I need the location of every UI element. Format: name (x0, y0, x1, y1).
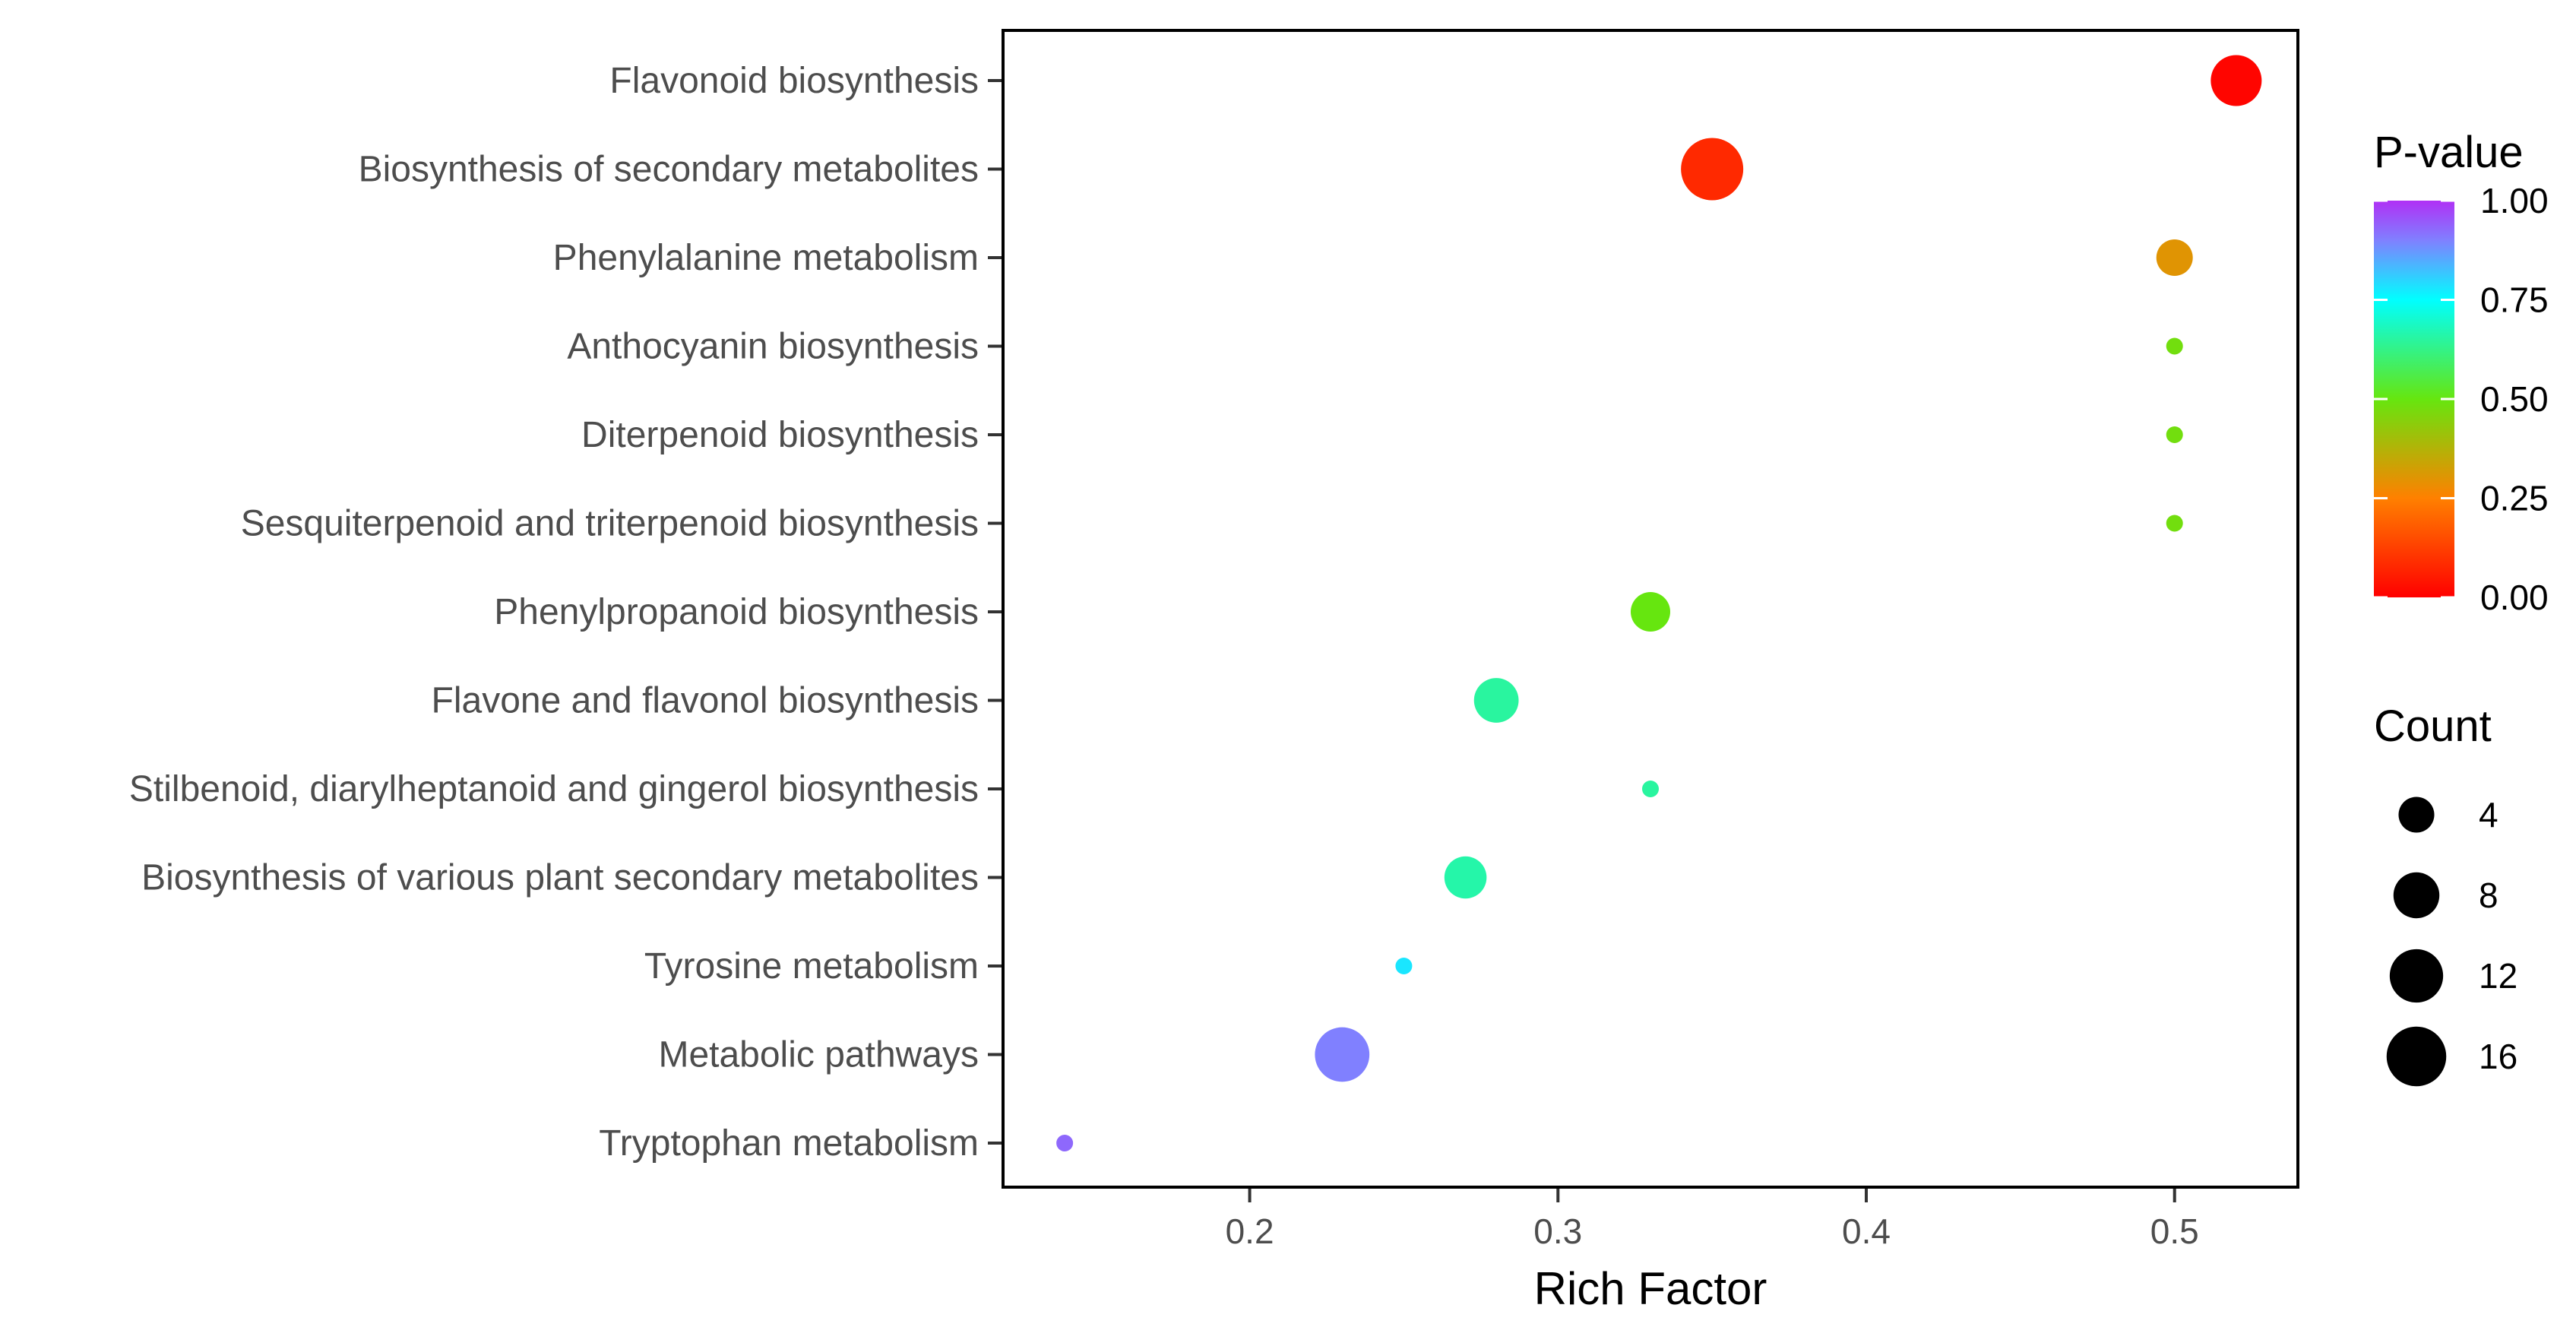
data-point (1056, 1135, 1074, 1151)
count-legend-keys: 4 8 12 16 (2386, 795, 2517, 1087)
x-axis: 0.2 0.3 0.4 0.5 (1226, 1187, 2199, 1251)
data-point (1681, 138, 1744, 201)
count-legend-label: 4 (2479, 795, 2498, 835)
data-point (1444, 856, 1487, 899)
data-point (1395, 958, 1413, 974)
x-tick-label: 0.5 (2150, 1211, 2199, 1251)
count-legend-label: 12 (2479, 956, 2517, 996)
count-legend-key (2386, 1026, 2447, 1087)
y-tick-label: Phenylpropanoid biosynthesis (494, 592, 979, 632)
p-value-legend: P-value 1.00 0.75 0.50 0.25 0.00 (2374, 128, 2549, 617)
count-legend: Count 4 8 12 16 (2374, 702, 2517, 1087)
y-tick-label: Metabolic pathways (658, 1035, 979, 1075)
y-tick-label: Biosynthesis of various plant secondary … (141, 858, 979, 898)
count-legend-key (2398, 797, 2435, 833)
colorbar-tick-label: 0.75 (2480, 280, 2549, 320)
data-point (1631, 592, 1670, 632)
count-legend-title: Count (2374, 702, 2492, 751)
data-point (1473, 678, 1519, 723)
x-axis-title: Rich Factor (1534, 1263, 1767, 1314)
y-tick-label: Anthocyanin biosynthesis (567, 327, 979, 367)
y-axis-labels: Flavonoid biosynthesis Biosynthesis of se… (129, 61, 979, 1164)
y-tick-label: Tryptophan metabolism (599, 1123, 979, 1164)
data-point (2166, 337, 2183, 355)
data-point (1315, 1027, 1370, 1082)
plot-panel (1002, 29, 2299, 1189)
colorbar-ticks: 1.00 0.75 0.50 0.25 0.00 (2374, 181, 2549, 617)
colorbar-tick-label: 0.25 (2480, 479, 2549, 518)
y-tick-label: Biosynthesis of secondary metabolites (359, 150, 979, 190)
x-tick-label: 0.3 (1533, 1211, 1582, 1251)
data-points (1056, 55, 2262, 1151)
p-value-legend-title: P-value (2374, 128, 2524, 177)
y-tick-label: Flavonoid biosynthesis (609, 61, 979, 101)
colorbar-tick-label: 0.00 (2480, 578, 2549, 617)
y-tick-label: Tyrosine metabolism (644, 946, 979, 987)
count-legend-label: 16 (2479, 1037, 2517, 1076)
x-tick-label: 0.4 (1842, 1211, 1891, 1251)
data-point (2166, 515, 2183, 532)
data-point (2210, 55, 2262, 106)
count-legend-key (2393, 872, 2440, 919)
colorbar-tick-label: 1.00 (2480, 181, 2549, 220)
y-tick-label: Diterpenoid biosynthesis (581, 415, 979, 455)
count-legend-key (2389, 949, 2444, 1003)
x-tick-label: 0.2 (1226, 1211, 1274, 1251)
y-tick-label: Phenylalanine metabolism (553, 238, 979, 278)
y-tick-label: Flavone and flavonol biosynthesis (432, 681, 979, 721)
y-tick-label: Sesquiterpenoid and triterpenoid biosynt… (241, 504, 979, 544)
y-tick-label: Stilbenoid, diarylheptanoid and gingerol… (129, 769, 979, 809)
count-legend-label: 8 (2479, 876, 2498, 915)
data-point (2156, 239, 2193, 276)
y-axis-ticks (988, 79, 1003, 1145)
data-point (1642, 781, 1659, 797)
colorbar-tick-label: 0.50 (2480, 379, 2549, 419)
data-point (2166, 426, 2183, 443)
